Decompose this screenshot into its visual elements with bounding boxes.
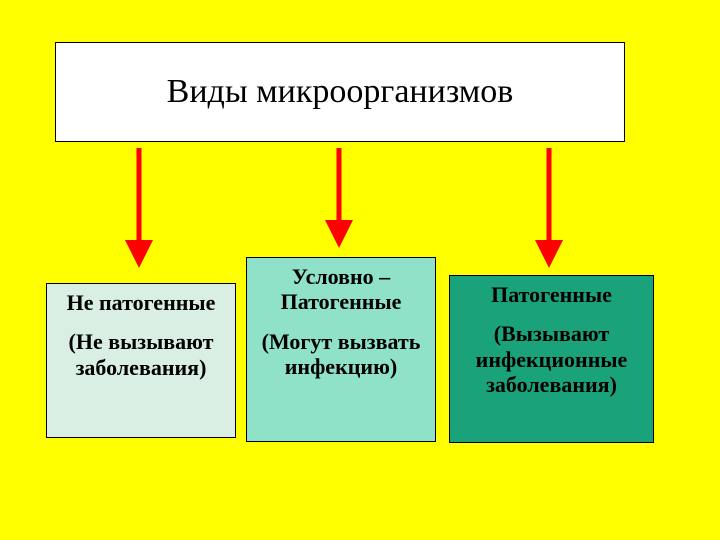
title-text: Виды микроорганизмов — [167, 73, 514, 111]
category-title-1: Условно – Патогенные — [251, 264, 431, 315]
category-box-1: Условно – Патогенные (Могут вызвать инфе… — [246, 257, 436, 442]
category-title-2: Патогенные — [491, 282, 612, 307]
category-note-0: (Не вызывают заболевания) — [51, 329, 231, 380]
category-box-0: Не патогенные (Не вызывают заболевания) — [46, 283, 236, 438]
slide-root: Виды микроорганизмов Не патогенные (Не в… — [0, 0, 720, 540]
arrow-left — [125, 148, 153, 268]
category-box-2: Патогенные (Вызывают инфекционные заболе… — [449, 275, 654, 443]
category-note-2: (Вызывают инфекционные заболевания) — [454, 321, 649, 397]
title-box: Виды микроорганизмов — [55, 42, 625, 142]
category-title-0: Не патогенные — [67, 290, 216, 315]
arrow-center — [325, 148, 353, 248]
category-note-1: (Могут вызвать инфекцию) — [251, 329, 431, 380]
arrow-right — [535, 148, 563, 268]
